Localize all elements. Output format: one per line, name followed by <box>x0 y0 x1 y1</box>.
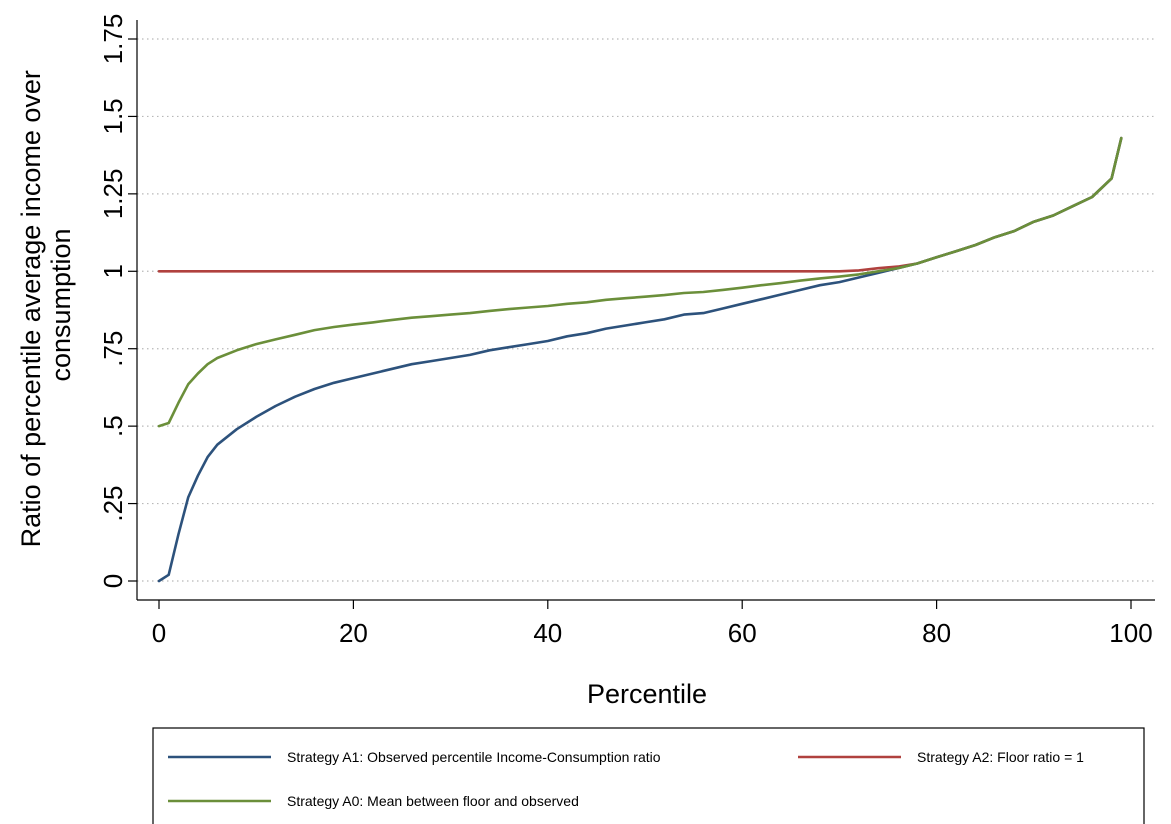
legend-label: Strategy A2: Floor ratio = 1 <box>917 749 1084 765</box>
legend: Strategy A1: Observed percentile Income-… <box>152 727 1145 824</box>
x-axis-title: Percentile <box>587 679 707 709</box>
y-axis-ticks: 0 .25 .5 .75 1 1.25 1.5 1.75 <box>98 14 137 588</box>
y-axis-title-line-1: Ratio of percentile average income over <box>16 70 46 547</box>
x-axis-ticks: 0 20 40 60 80 100 <box>152 600 1153 648</box>
y-tick-label: .25 <box>98 485 128 521</box>
y-tick-label: 1.5 <box>98 98 128 134</box>
series <box>157 136 1123 583</box>
legend-label: Strategy A1: Observed percentile Income-… <box>287 749 661 765</box>
x-tick-label: 20 <box>339 618 368 648</box>
series-line-a2 <box>157 136 1123 273</box>
y-tick-label: 1.75 <box>98 14 128 65</box>
axes <box>136 20 1155 601</box>
series-line-a0 <box>157 136 1123 428</box>
x-tick-label: 80 <box>922 618 951 648</box>
y-tick-label: 1 <box>98 264 128 278</box>
y-axis-title-line-2: consumption <box>46 228 76 381</box>
y-tick-label: .75 <box>98 331 128 367</box>
grid <box>137 38 1155 582</box>
y-axis-title: Ratio of percentile average income over … <box>16 63 76 548</box>
y-tick-label: 1.25 <box>98 169 128 220</box>
legend-label: Strategy A0: Mean between floor and obse… <box>287 793 579 809</box>
series-line-a1 <box>157 136 1123 583</box>
x-tick-label: 0 <box>152 618 166 648</box>
y-tick-label: 0 <box>98 574 128 588</box>
x-tick-label: 60 <box>728 618 757 648</box>
legend-box <box>152 727 1145 824</box>
x-tick-label: 40 <box>533 618 562 648</box>
y-tick-label: .5 <box>98 415 128 437</box>
x-tick-label: 100 <box>1109 618 1152 648</box>
